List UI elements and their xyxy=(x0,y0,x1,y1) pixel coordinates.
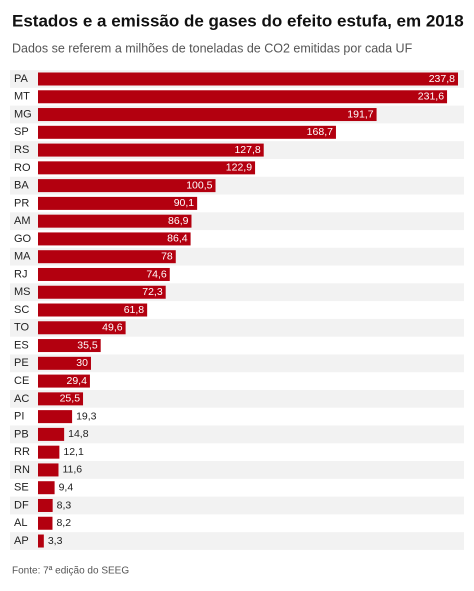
value-label: 11,6 xyxy=(62,464,82,476)
bar xyxy=(38,445,60,459)
category-label: PB xyxy=(14,428,29,440)
bar xyxy=(38,161,256,175)
bar xyxy=(38,108,377,122)
chart-title: Estados e a emissão de gases do efeito e… xyxy=(12,11,464,30)
category-label: DF xyxy=(14,499,29,511)
category-label: PE xyxy=(14,357,29,369)
category-label: CE xyxy=(14,375,29,387)
value-label: 86,4 xyxy=(167,233,188,245)
row-stripe xyxy=(10,425,464,444)
category-label: AP xyxy=(14,535,29,547)
bar xyxy=(38,410,73,424)
category-label: MT xyxy=(14,91,30,103)
bar xyxy=(38,481,55,495)
bar xyxy=(38,463,59,477)
category-label: RO xyxy=(14,162,31,174)
bar xyxy=(38,516,53,530)
bar xyxy=(38,267,170,281)
category-label: RJ xyxy=(14,268,27,280)
row-stripe xyxy=(10,389,464,408)
category-label: PA xyxy=(14,73,29,85)
value-label: 9,4 xyxy=(59,481,74,493)
value-label: 25,5 xyxy=(60,393,81,405)
value-label: 86,9 xyxy=(168,215,189,227)
value-label: 61,8 xyxy=(124,304,145,316)
category-label: SP xyxy=(14,126,29,138)
value-label: 3,3 xyxy=(48,535,63,547)
bar xyxy=(38,143,264,157)
category-label: MS xyxy=(14,286,31,298)
bar xyxy=(38,179,216,193)
category-label: PI xyxy=(14,411,24,423)
bar xyxy=(38,303,148,317)
row-stripe xyxy=(10,461,464,479)
chart-subtitle: Dados se referem a milhões de toneladas … xyxy=(12,41,413,55)
category-label: RR xyxy=(14,446,30,458)
category-label: SC xyxy=(14,304,29,316)
bar xyxy=(38,339,101,353)
bar xyxy=(38,498,53,512)
category-label: BA xyxy=(14,180,29,192)
bar xyxy=(38,321,126,335)
category-label: AC xyxy=(14,393,29,405)
category-label: TO xyxy=(14,322,30,334)
value-label: 231,6 xyxy=(418,91,444,103)
value-label: 122,9 xyxy=(226,162,252,174)
value-label: 191,7 xyxy=(347,108,373,120)
value-label: 78 xyxy=(161,250,173,262)
category-label: PR xyxy=(14,197,29,209)
value-label: 35,5 xyxy=(77,339,98,351)
bar xyxy=(38,214,192,228)
bar xyxy=(38,427,65,441)
bar xyxy=(38,72,458,86)
value-label: 12,1 xyxy=(63,446,84,458)
value-label: 8,3 xyxy=(57,499,72,511)
value-label: 237,8 xyxy=(429,73,455,85)
row-stripe xyxy=(10,354,464,373)
category-label: MG xyxy=(14,108,32,120)
value-label: 14,8 xyxy=(68,428,89,440)
bar xyxy=(38,232,191,246)
category-label: RN xyxy=(14,464,30,476)
bar xyxy=(38,125,336,139)
category-label: SE xyxy=(14,482,29,494)
value-label: 90,1 xyxy=(174,197,195,209)
value-label: 168,7 xyxy=(307,126,333,138)
row-stripe xyxy=(10,532,464,550)
bar xyxy=(38,534,44,548)
category-label: MA xyxy=(14,251,31,263)
value-label: 19,3 xyxy=(76,410,97,422)
category-label: RS xyxy=(14,144,29,156)
bar xyxy=(38,356,91,370)
category-label: GO xyxy=(14,233,32,245)
bar xyxy=(38,374,90,388)
bar xyxy=(38,196,198,210)
bar xyxy=(38,90,448,104)
value-label: 30 xyxy=(76,357,88,369)
value-label: 8,2 xyxy=(56,517,71,529)
value-label: 72,3 xyxy=(142,286,163,298)
value-label: 29,4 xyxy=(66,375,87,387)
value-label: 74,6 xyxy=(146,268,167,280)
value-label: 100,5 xyxy=(186,179,212,191)
row-stripe xyxy=(10,496,464,515)
bar xyxy=(38,392,84,406)
bar xyxy=(38,250,176,264)
bar xyxy=(38,285,166,299)
value-label: 127,8 xyxy=(234,144,260,156)
category-label: AM xyxy=(14,215,31,227)
value-label: 49,6 xyxy=(102,322,123,334)
source: Fonte: 7ª edição do SEEG xyxy=(12,566,129,577)
category-label: ES xyxy=(14,339,29,351)
category-label: AL xyxy=(14,517,27,529)
